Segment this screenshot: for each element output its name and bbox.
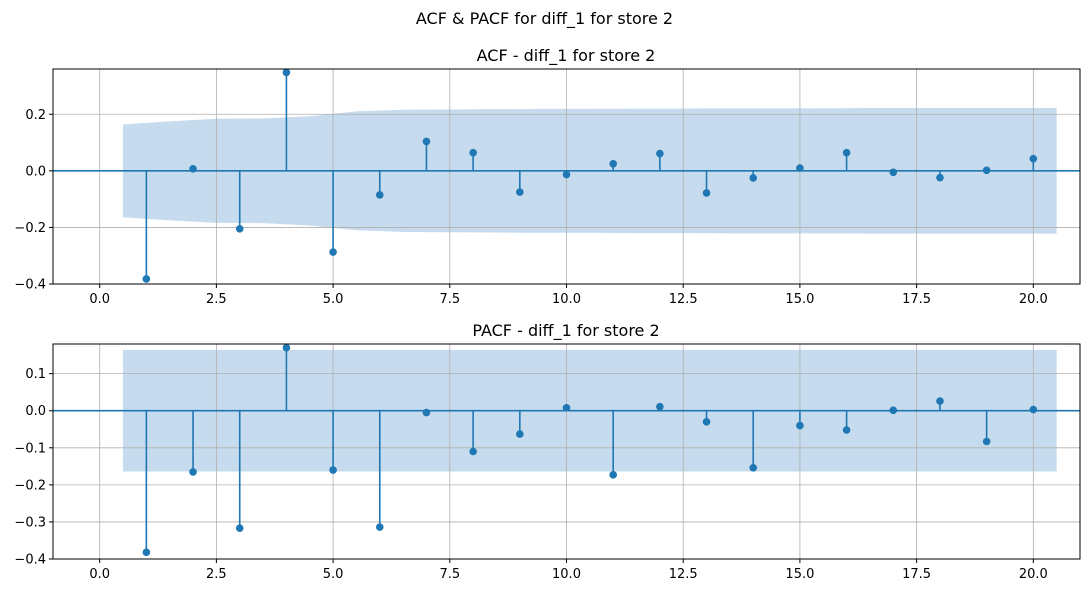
- pacf-title: PACF - diff_1 for store 2: [472, 321, 659, 341]
- pacf-stems: [142, 343, 1038, 557]
- acf-x-tick-label: 2.5: [206, 292, 227, 307]
- acf-point-lag-15: [796, 164, 804, 172]
- acf-point-lag-5: [329, 248, 337, 256]
- acf-point-lag-17: [889, 168, 898, 177]
- pacf-point-lag-15: [796, 421, 804, 430]
- acf-title: ACF - diff_1 for store 2: [477, 46, 656, 66]
- pacf-point-lag-7: [422, 408, 431, 417]
- acf-x-tick-label: 15.0: [785, 292, 814, 307]
- acf-point-lag-6: [375, 191, 384, 199]
- acf-y-ticks: −0.4 −0.2 0.0 0.2: [14, 108, 53, 293]
- pacf-x-tick-label: 17.5: [902, 567, 931, 582]
- acf-point-lag-4: [282, 68, 291, 77]
- pacf-y-ticks: −0.4 −0.3 −0.2 −0.1 0.0 0.1: [14, 367, 53, 568]
- pacf-y-tick-label: −0.1: [14, 441, 46, 456]
- pacf-x-tick-label: 7.5: [439, 567, 460, 582]
- pacf-x-tick-label: 2.5: [206, 567, 227, 582]
- acf-point-lag-7: [422, 137, 431, 146]
- acf-point-lag-2: [189, 165, 197, 173]
- pacf-point-lag-17: [889, 406, 898, 415]
- pacf-x-tick-label: 15.0: [785, 567, 814, 582]
- pacf-point-lag-14: [749, 464, 758, 472]
- acf-x-tick-label: 12.5: [669, 292, 698, 307]
- pacf-panel: PACF - diff_1 for store 2 0.0 2.5 5.0 7.5 10…: [14, 321, 1081, 582]
- pacf-point-lag-8: [469, 447, 477, 456]
- pacf-point-lag-5: [329, 466, 337, 474]
- pacf-point-lag-18: [936, 397, 944, 405]
- pacf-x-tick-label: 0.0: [89, 567, 110, 582]
- acf-point-lag-20: [1029, 154, 1038, 163]
- pacf-x-tick-label: 20.0: [1019, 567, 1048, 582]
- pacf-y-tick-label: −0.2: [14, 478, 46, 493]
- figure-suptitle: ACF & PACF for diff_1 for store 2: [416, 9, 673, 29]
- acf-point-lag-13: [702, 189, 711, 197]
- acf-point-lag-18: [936, 173, 944, 182]
- acf-x-tick-label: 5.0: [323, 292, 344, 307]
- acf-point-lag-16: [842, 148, 851, 157]
- acf-point-lag-3: [235, 225, 244, 233]
- acf-y-tick-label: 0.0: [25, 164, 46, 179]
- acf-x-tick-label: 10.0: [552, 292, 581, 307]
- pacf-point-lag-11: [609, 471, 617, 479]
- pacf-point-lag-12: [656, 402, 664, 411]
- pacf-point-lag-19: [982, 437, 991, 446]
- pacf-y-tick-label: −0.4: [14, 553, 46, 568]
- pacf-point-lag-13: [702, 418, 711, 426]
- acf-point-lag-14: [749, 174, 758, 182]
- pacf-y-tick-label: 0.0: [25, 404, 46, 419]
- acf-point-lag-8: [469, 148, 477, 157]
- acf-x-tick-label: 0.0: [89, 292, 110, 307]
- acf-point-lag-9: [516, 188, 524, 196]
- pacf-y-tick-label: 0.1: [25, 367, 46, 382]
- pacf-point-lag-20: [1029, 405, 1038, 414]
- pacf-point-lag-6: [375, 523, 384, 531]
- pacf-point-lag-10: [562, 403, 571, 412]
- acf-point-lag-1: [142, 275, 151, 283]
- acf-panel: ACF - diff_1 for store 2 0.0 2.5 5.0 7.5 10.…: [14, 46, 1081, 307]
- acf-y-tick-label: −0.2: [14, 221, 46, 236]
- acf-x-ticks: 0.0 2.5 5.0 7.5 10.0 12.5 15.0 17.5 20.0: [89, 284, 1048, 307]
- pacf-point-lag-2: [189, 468, 197, 476]
- acf-x-tick-label: 7.5: [439, 292, 460, 307]
- acf-x-tick-label: 20.0: [1019, 292, 1048, 307]
- acf-point-lag-11: [609, 159, 617, 168]
- acf-stems: [142, 68, 1038, 283]
- pacf-x-ticks: 0.0 2.5 5.0 7.5 10.0 12.5 15.0 17.5 20.0: [89, 559, 1048, 582]
- pacf-point-lag-4: [282, 343, 291, 352]
- pacf-point-lag-3: [235, 524, 244, 533]
- pacf-y-tick-label: −0.3: [14, 515, 46, 530]
- acf-y-tick-label: −0.4: [14, 278, 46, 293]
- pacf-x-tick-label: 10.0: [552, 567, 581, 582]
- pacf-x-tick-label: 5.0: [323, 567, 344, 582]
- acf-point-lag-19: [982, 166, 991, 175]
- pacf-point-lag-16: [842, 426, 851, 434]
- pacf-point-lag-1: [142, 548, 151, 557]
- acf-y-tick-label: 0.2: [25, 108, 46, 123]
- pacf-x-tick-label: 12.5: [669, 567, 698, 582]
- acf-point-lag-10: [562, 170, 571, 179]
- pacf-point-lag-9: [516, 430, 524, 438]
- acf-x-tick-label: 17.5: [902, 292, 931, 307]
- acf-point-lag-12: [656, 149, 664, 158]
